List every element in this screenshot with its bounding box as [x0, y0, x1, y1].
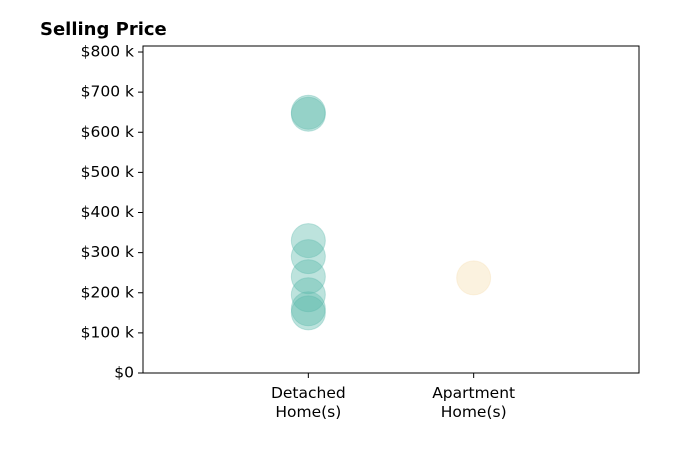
- y-tick-label: $100 k: [81, 323, 134, 341]
- data-point: [290, 94, 326, 130]
- data-point: [456, 260, 492, 296]
- x-tick-label: Apartment Home(s): [432, 384, 515, 421]
- data-point: [290, 295, 326, 331]
- y-tick-label: $300 k: [81, 243, 134, 261]
- y-tick-label: $0: [114, 364, 134, 382]
- y-tick-label: $800 k: [81, 43, 134, 61]
- data-point: [290, 277, 326, 313]
- data-points: [290, 94, 492, 331]
- chart-title: Selling Price: [40, 19, 167, 40]
- data-point: [290, 223, 326, 259]
- data-point: [290, 96, 326, 132]
- y-tick-label: $200 k: [81, 283, 134, 301]
- x-axis: Detached Home(s) Apartment Home(s): [271, 373, 515, 421]
- plot-frame: [142, 45, 640, 374]
- data-point: [290, 291, 326, 327]
- data-point: [290, 259, 326, 295]
- y-axis: $0 $100 k $200 k $300 k $400 k $500 k $600 k $7…: [81, 43, 143, 382]
- data-point: [290, 239, 326, 275]
- x-tick-label: Detached Home(s): [271, 384, 346, 421]
- y-tick-label: $500 k: [81, 163, 134, 181]
- y-tick-label: $400 k: [81, 203, 134, 221]
- y-tick-label: $700 k: [81, 83, 134, 101]
- y-tick-label: $600 k: [81, 123, 134, 141]
